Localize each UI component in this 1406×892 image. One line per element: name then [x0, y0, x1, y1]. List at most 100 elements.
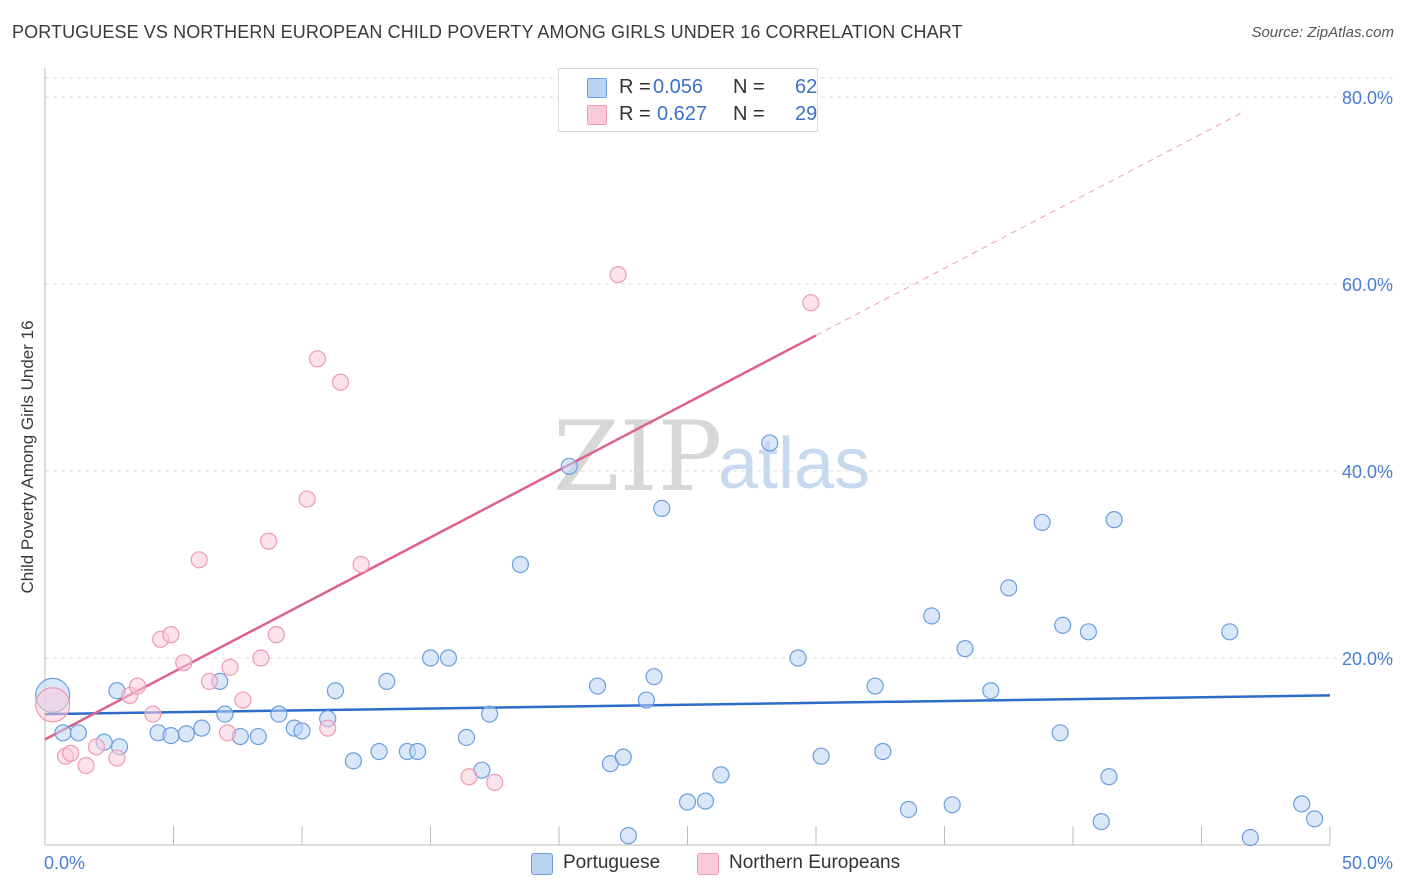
point-portuguese: [439, 649, 458, 667]
legend-r-label: R =: [619, 76, 651, 98]
point-portuguese: [923, 607, 941, 625]
source-label: Source: ZipAtlas.com: [1251, 24, 1394, 41]
point-portuguese: [899, 800, 918, 819]
point-portuguese: [812, 747, 830, 765]
trendline-extension: [815, 110, 1246, 336]
point-northern-europeans: [486, 773, 504, 791]
legend-r-value: 0.627: [657, 103, 708, 125]
point-portuguese: [370, 742, 388, 761]
point-portuguese: [1033, 513, 1051, 532]
point-northern-europeans: [62, 744, 80, 762]
point-northern-europeans: [267, 626, 285, 644]
point-portuguese: [789, 649, 807, 667]
point-portuguese: [560, 457, 578, 475]
point-northern-europeans: [190, 551, 208, 569]
point-portuguese: [69, 724, 88, 742]
point-northern-europeans: [175, 654, 193, 672]
point-portuguese: [866, 677, 884, 695]
trendlines: [44, 110, 1331, 741]
point-portuguese: [1100, 768, 1118, 786]
trendline-portuguese: [44, 694, 1331, 716]
y-tick-label: 80.0%: [1342, 88, 1393, 108]
legend-n-value: 29: [795, 103, 818, 125]
point-portuguese: [653, 499, 671, 517]
point-portuguese: [588, 677, 607, 695]
legend-row-northern-europeans: R = 0.627 N = 29: [587, 103, 817, 127]
point-northern-europeans: [218, 724, 237, 742]
point-portuguese: [1051, 724, 1069, 742]
point-northern-europeans: [298, 490, 316, 508]
point-northern-europeans: [308, 350, 327, 368]
point-portuguese: [511, 555, 530, 574]
point-portuguese: [712, 766, 730, 784]
point-portuguese: [54, 724, 72, 742]
point-northern-europeans: [331, 373, 350, 391]
chart-title: PORTUGUESE VS NORTHERN EUROPEAN CHILD PO…: [12, 22, 963, 42]
point-northern-europeans: [162, 626, 180, 644]
watermark-atlas: atlas: [718, 424, 870, 504]
point-northern-europeans: [128, 677, 147, 695]
point-portuguese: [1054, 616, 1072, 634]
point-portuguese: [1293, 795, 1311, 813]
point-portuguese: [696, 792, 715, 810]
point-portuguese: [293, 722, 311, 740]
point-portuguese: [162, 727, 180, 745]
point-northern-europeans: [200, 672, 219, 690]
point-portuguese: [1000, 579, 1018, 597]
trendline-northern-europeans: [44, 334, 817, 741]
point-portuguese: [249, 727, 267, 746]
point-northern-europeans: [87, 738, 106, 756]
bottom-legend-swatch-northern-europeans: [697, 853, 719, 875]
point-northern-europeans: [259, 532, 278, 550]
legend-swatch-portuguese: [587, 78, 607, 98]
legend-n-value: 62: [795, 76, 818, 98]
gridlines: [45, 77, 1395, 659]
point-portuguese: [1092, 813, 1110, 831]
point-northern-europeans: [144, 705, 162, 723]
point-portuguese: [956, 640, 974, 658]
point-portuguese: [409, 742, 427, 761]
data-points: [35, 266, 1324, 847]
legend-n-label: N =: [733, 103, 765, 125]
point-northern-europeans: [460, 768, 478, 786]
point-portuguese: [326, 682, 345, 700]
point-portuguese: [614, 748, 632, 766]
point-portuguese: [761, 434, 779, 452]
tick-labels: 20.0% 40.0% 60.0% 80.0% 0.0% 50.0%: [44, 88, 1393, 873]
x-tick-label: 50.0%: [1342, 853, 1393, 873]
point-portuguese: [1221, 623, 1239, 641]
point-portuguese: [177, 725, 195, 743]
watermark: ZIP atlas: [553, 401, 870, 513]
point-northern-europeans: [35, 687, 71, 723]
bottom-legend-label-portuguese: Portuguese: [563, 852, 661, 873]
point-northern-europeans: [609, 266, 627, 284]
x-tick-label: 0.0%: [44, 853, 85, 873]
point-portuguese: [645, 668, 663, 686]
bottom-legend-portuguese: Portuguese: [531, 852, 681, 876]
point-northern-europeans: [319, 719, 337, 737]
legend-n-label: N =: [733, 76, 765, 98]
bottom-legend-swatch-portuguese: [531, 853, 553, 875]
point-portuguese: [943, 796, 961, 814]
point-portuguese: [1105, 511, 1123, 529]
point-portuguese: [378, 672, 396, 690]
point-portuguese: [619, 827, 637, 845]
watermark-zip: ZIP: [553, 401, 722, 513]
bottom-legend-label-northern-europeans: Northern Europeans: [729, 852, 901, 873]
point-portuguese: [678, 793, 697, 811]
correlation-legend: R = 0.056 N = 62 R = 0.627 N = 29: [558, 68, 818, 132]
point-northern-europeans: [221, 658, 239, 676]
point-northern-europeans: [802, 294, 820, 312]
y-tick-label: 20.0%: [1342, 649, 1393, 669]
bottom-legend-northern-europeans: Northern Europeans: [697, 852, 917, 876]
point-portuguese: [1241, 828, 1259, 847]
point-portuguese: [982, 682, 1000, 700]
legend-row-portuguese: R = 0.056 N = 62: [587, 76, 817, 100]
legend-r-label: R =: [619, 103, 651, 125]
point-northern-europeans: [108, 749, 126, 767]
point-portuguese: [344, 752, 362, 770]
point-portuguese: [1305, 810, 1324, 828]
point-portuguese: [637, 691, 655, 709]
point-portuguese: [457, 728, 476, 747]
